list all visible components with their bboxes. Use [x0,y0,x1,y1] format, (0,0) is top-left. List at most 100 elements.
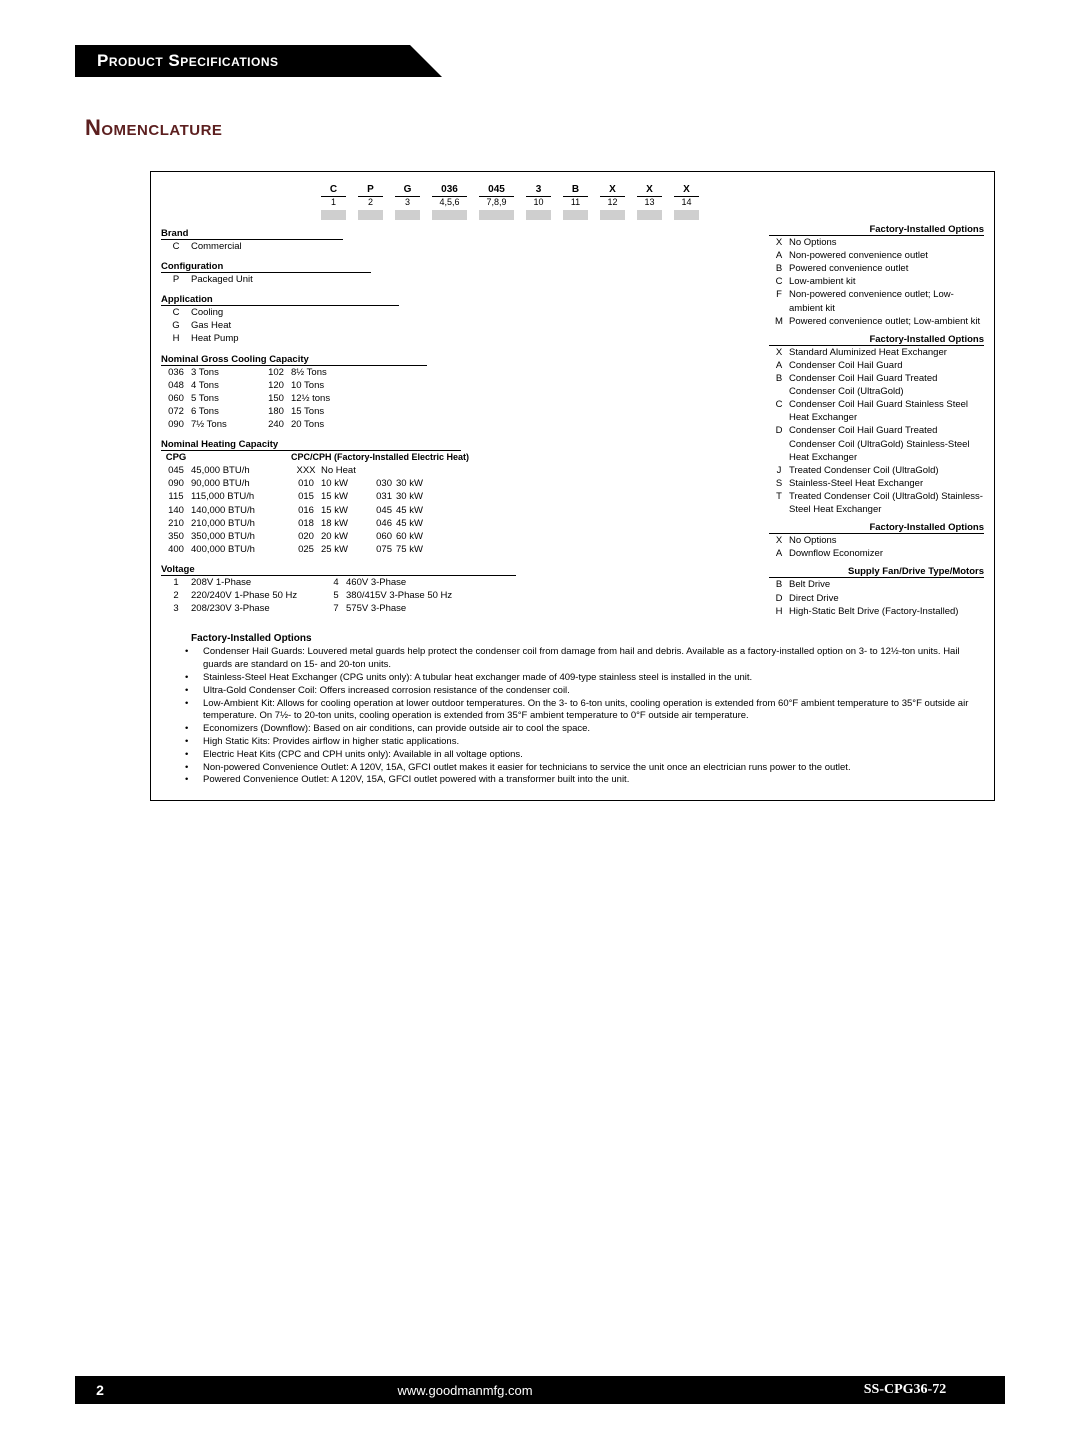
cell: C [161,240,191,253]
right-section-header: Factory-Installed Options [769,522,984,534]
right-section-header: Supply Fan/Drive Type/Motors [769,566,984,578]
code-gray-cell [600,210,625,220]
nomenclature-sheet: CPG0360453BXXX 1234,5,67,8,91011121314 B… [150,171,995,801]
cell: A [769,249,789,262]
cell: 400 [161,543,191,556]
cell: 3 Tons [191,366,261,379]
cell: A [769,547,789,560]
table-row: BBelt Drive [769,578,984,591]
table-row: FNon-powered convenience outlet; Low-amb… [769,288,984,314]
cell: 5 [326,589,346,602]
table-row: XStandard Aluminized Heat Exchanger [769,346,984,359]
table-row: XNo Options [769,236,984,249]
table-row: DCondenser Coil Hail Guard Treated Conde… [769,424,984,463]
code-letter-row: CPG0360453BXXX [321,184,984,197]
cell: 400,000 BTU/h [191,543,291,556]
cell: 15 kW [321,490,366,503]
code-position: 11 [563,197,588,207]
table-row: MPowered convenience outlet; Low-ambient… [769,315,984,328]
footer-page: 2 [75,1382,125,1398]
code-letter: X [637,184,662,197]
cell: 7 [326,602,346,615]
cell [366,464,396,477]
cell: 048 [161,379,191,392]
cell: 060 [366,530,396,543]
cell: 7½ Tons [191,418,261,431]
cell: No Options [789,534,984,547]
code-position: 3 [395,197,420,207]
cell: B [769,578,789,591]
section-heating-header: Nominal Heating Capacity [161,439,461,451]
cell: 220/240V 1-Phase 50 Hz [191,589,326,602]
cell: C [769,275,789,288]
cell: 010 [291,477,321,490]
cell: 016 [291,504,321,517]
cell [396,464,446,477]
code-gray-cell [674,210,699,220]
cell: 350 [161,530,191,543]
cell: Stainless-Steel Heat Exchanger [789,477,984,490]
cell: 030 [366,477,396,490]
cell: 208/230V 3-Phase [191,602,326,615]
cell: 140 [161,504,191,517]
footnote-item: Electric Heat Kits (CPC and CPH units on… [161,749,984,762]
footnotes-header: Factory-Installed Options [191,633,984,644]
code-gray-cell [526,210,551,220]
code-position: 4,5,6 [432,197,467,207]
cell: B [769,372,789,398]
cell: X [769,534,789,547]
code-letter: B [563,184,588,197]
cell: X [769,236,789,249]
cell: 30 kW [396,477,446,490]
cell: 180 [261,405,291,418]
cell: 208V 1-Phase [191,576,326,589]
table-row: HHigh-Static Belt Drive (Factory-Install… [769,605,984,618]
cell: Packaged Unit [191,273,291,286]
code-gray-cell [321,210,346,220]
cell: XXX [291,464,321,477]
cell: T [769,490,789,516]
cell: A [769,359,789,372]
cell: 150 [261,392,291,405]
cell: 025 [291,543,321,556]
code-position: 7,8,9 [479,197,514,207]
cell: 5 Tons [191,392,261,405]
code-gray-cell [432,210,467,220]
footnotes: Factory-Installed Options Condenser Hail… [161,633,984,787]
table-row: DDirect Drive [769,592,984,605]
code-letter: P [358,184,383,197]
code-position-row: 1234,5,67,8,91011121314 [321,197,984,207]
cell: H [769,605,789,618]
right-section-header: Factory-Installed Options [769,224,984,236]
cell: 460V 3-Phase [346,576,406,589]
section-brand-header: Brand [161,228,343,240]
cell: S [769,477,789,490]
code-gray-cell [479,210,514,220]
cell: Commercial [191,240,291,253]
page-subtitle: Nomenclature [85,115,1080,141]
table-row: TTreated Condenser Coil (UltraGold) Stai… [769,490,984,516]
cell: Non-powered convenience outlet [789,249,984,262]
cell: 018 [291,517,321,530]
cell: 090 [161,477,191,490]
cell: 575V 3-Phase [346,602,406,615]
code-letter: X [674,184,699,197]
code-letter: 036 [432,184,467,197]
right-section-header: Factory-Installed Options [769,334,984,346]
cell: 4 Tons [191,379,261,392]
cell: H [161,332,191,345]
cell: 115,000 BTU/h [191,490,291,503]
cell: 45,000 BTU/h [191,464,291,477]
table-row: BCondenser Coil Hail Guard Treated Conde… [769,372,984,398]
cell: 240 [261,418,291,431]
cell: Condenser Coil Hail Guard [789,359,984,372]
cell: No Options [789,236,984,249]
cell: 18 kW [321,517,366,530]
section-cooling-header: Nominal Gross Cooling Capacity [161,354,427,366]
header-title: Product Specifications [75,45,410,77]
cell: 380/415V 3-Phase 50 Hz [346,589,452,602]
section-voltage-header: Voltage [161,564,516,576]
cell: 10 kW [321,477,366,490]
cell: 15 Tons [291,405,351,418]
footnote-item: Low-Ambient Kit: Allows for cooling oper… [161,698,984,724]
